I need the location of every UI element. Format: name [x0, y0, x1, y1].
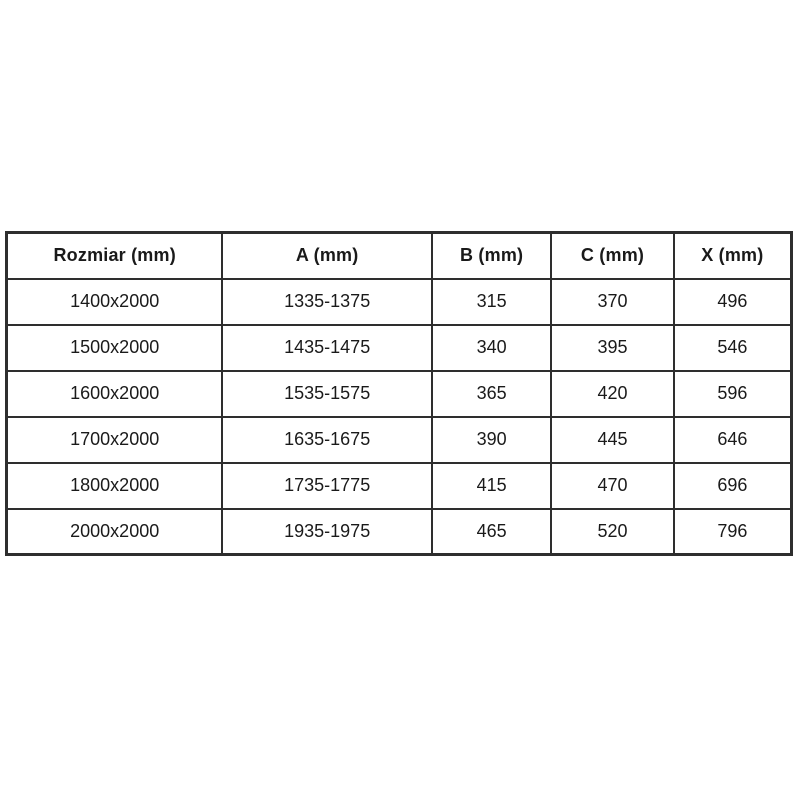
table-cell: 796	[672, 507, 793, 556]
table-cell: 1735-1775	[221, 461, 433, 510]
table-cell: 546	[672, 323, 793, 372]
table-row: 1700x2000 1635-1675 390 445 646	[5, 415, 793, 464]
table-cell: 1335-1375	[221, 277, 433, 326]
table-cell: 1435-1475	[221, 323, 433, 372]
table-cell: 646	[672, 415, 793, 464]
column-header-x: X (mm)	[672, 231, 793, 280]
table-cell: 390	[430, 415, 553, 464]
table-cell: 1500x2000	[5, 323, 224, 372]
table-header: Rozmiar (mm) A (mm) B (mm) C (mm) X (mm)	[5, 231, 793, 280]
table-cell: 465	[430, 507, 553, 556]
table-cell: 1700x2000	[5, 415, 224, 464]
table-cell: 415	[430, 461, 553, 510]
table-cell: 1600x2000	[5, 369, 224, 418]
table-cell: 370	[550, 277, 675, 326]
table-cell: 1800x2000	[5, 461, 224, 510]
table-header-row: Rozmiar (mm) A (mm) B (mm) C (mm) X (mm)	[5, 231, 793, 280]
dimensions-table: Rozmiar (mm) A (mm) B (mm) C (mm) X (mm)…	[5, 231, 793, 556]
table-cell: 1935-1975	[221, 507, 433, 556]
table-cell: 1400x2000	[5, 277, 224, 326]
table-cell: 395	[550, 323, 675, 372]
table-cell: 470	[550, 461, 675, 510]
table-body: 1400x2000 1335-1375 315 370 496 1500x2000 1435…	[5, 277, 793, 556]
table-row: 1600x2000 1535-1575 365 420 596	[5, 369, 793, 418]
column-header-rozmiar: Rozmiar (mm)	[5, 231, 224, 280]
table-cell: 445	[550, 415, 675, 464]
table-cell: 1535-1575	[221, 369, 433, 418]
table-row: 2000x2000 1935-1975 465 520 796	[5, 507, 793, 556]
table-cell: 520	[550, 507, 675, 556]
table-cell: 496	[672, 277, 793, 326]
table-row: 1500x2000 1435-1475 340 395 546	[5, 323, 793, 372]
table-cell: 340	[430, 323, 553, 372]
table-cell: 596	[672, 369, 793, 418]
table-row: 1800x2000 1735-1775 415 470 696	[5, 461, 793, 510]
column-header-b: B (mm)	[430, 231, 553, 280]
table-cell: 365	[430, 369, 553, 418]
table-cell: 1635-1675	[221, 415, 433, 464]
table-cell: 696	[672, 461, 793, 510]
table-row: 1400x2000 1335-1375 315 370 496	[5, 277, 793, 326]
table-cell: 315	[430, 277, 553, 326]
table-cell: 2000x2000	[5, 507, 224, 556]
column-header-c: C (mm)	[550, 231, 675, 280]
column-header-a: A (mm)	[221, 231, 433, 280]
table-cell: 420	[550, 369, 675, 418]
dimensions-table-container: Rozmiar (mm) A (mm) B (mm) C (mm) X (mm)…	[5, 231, 793, 556]
